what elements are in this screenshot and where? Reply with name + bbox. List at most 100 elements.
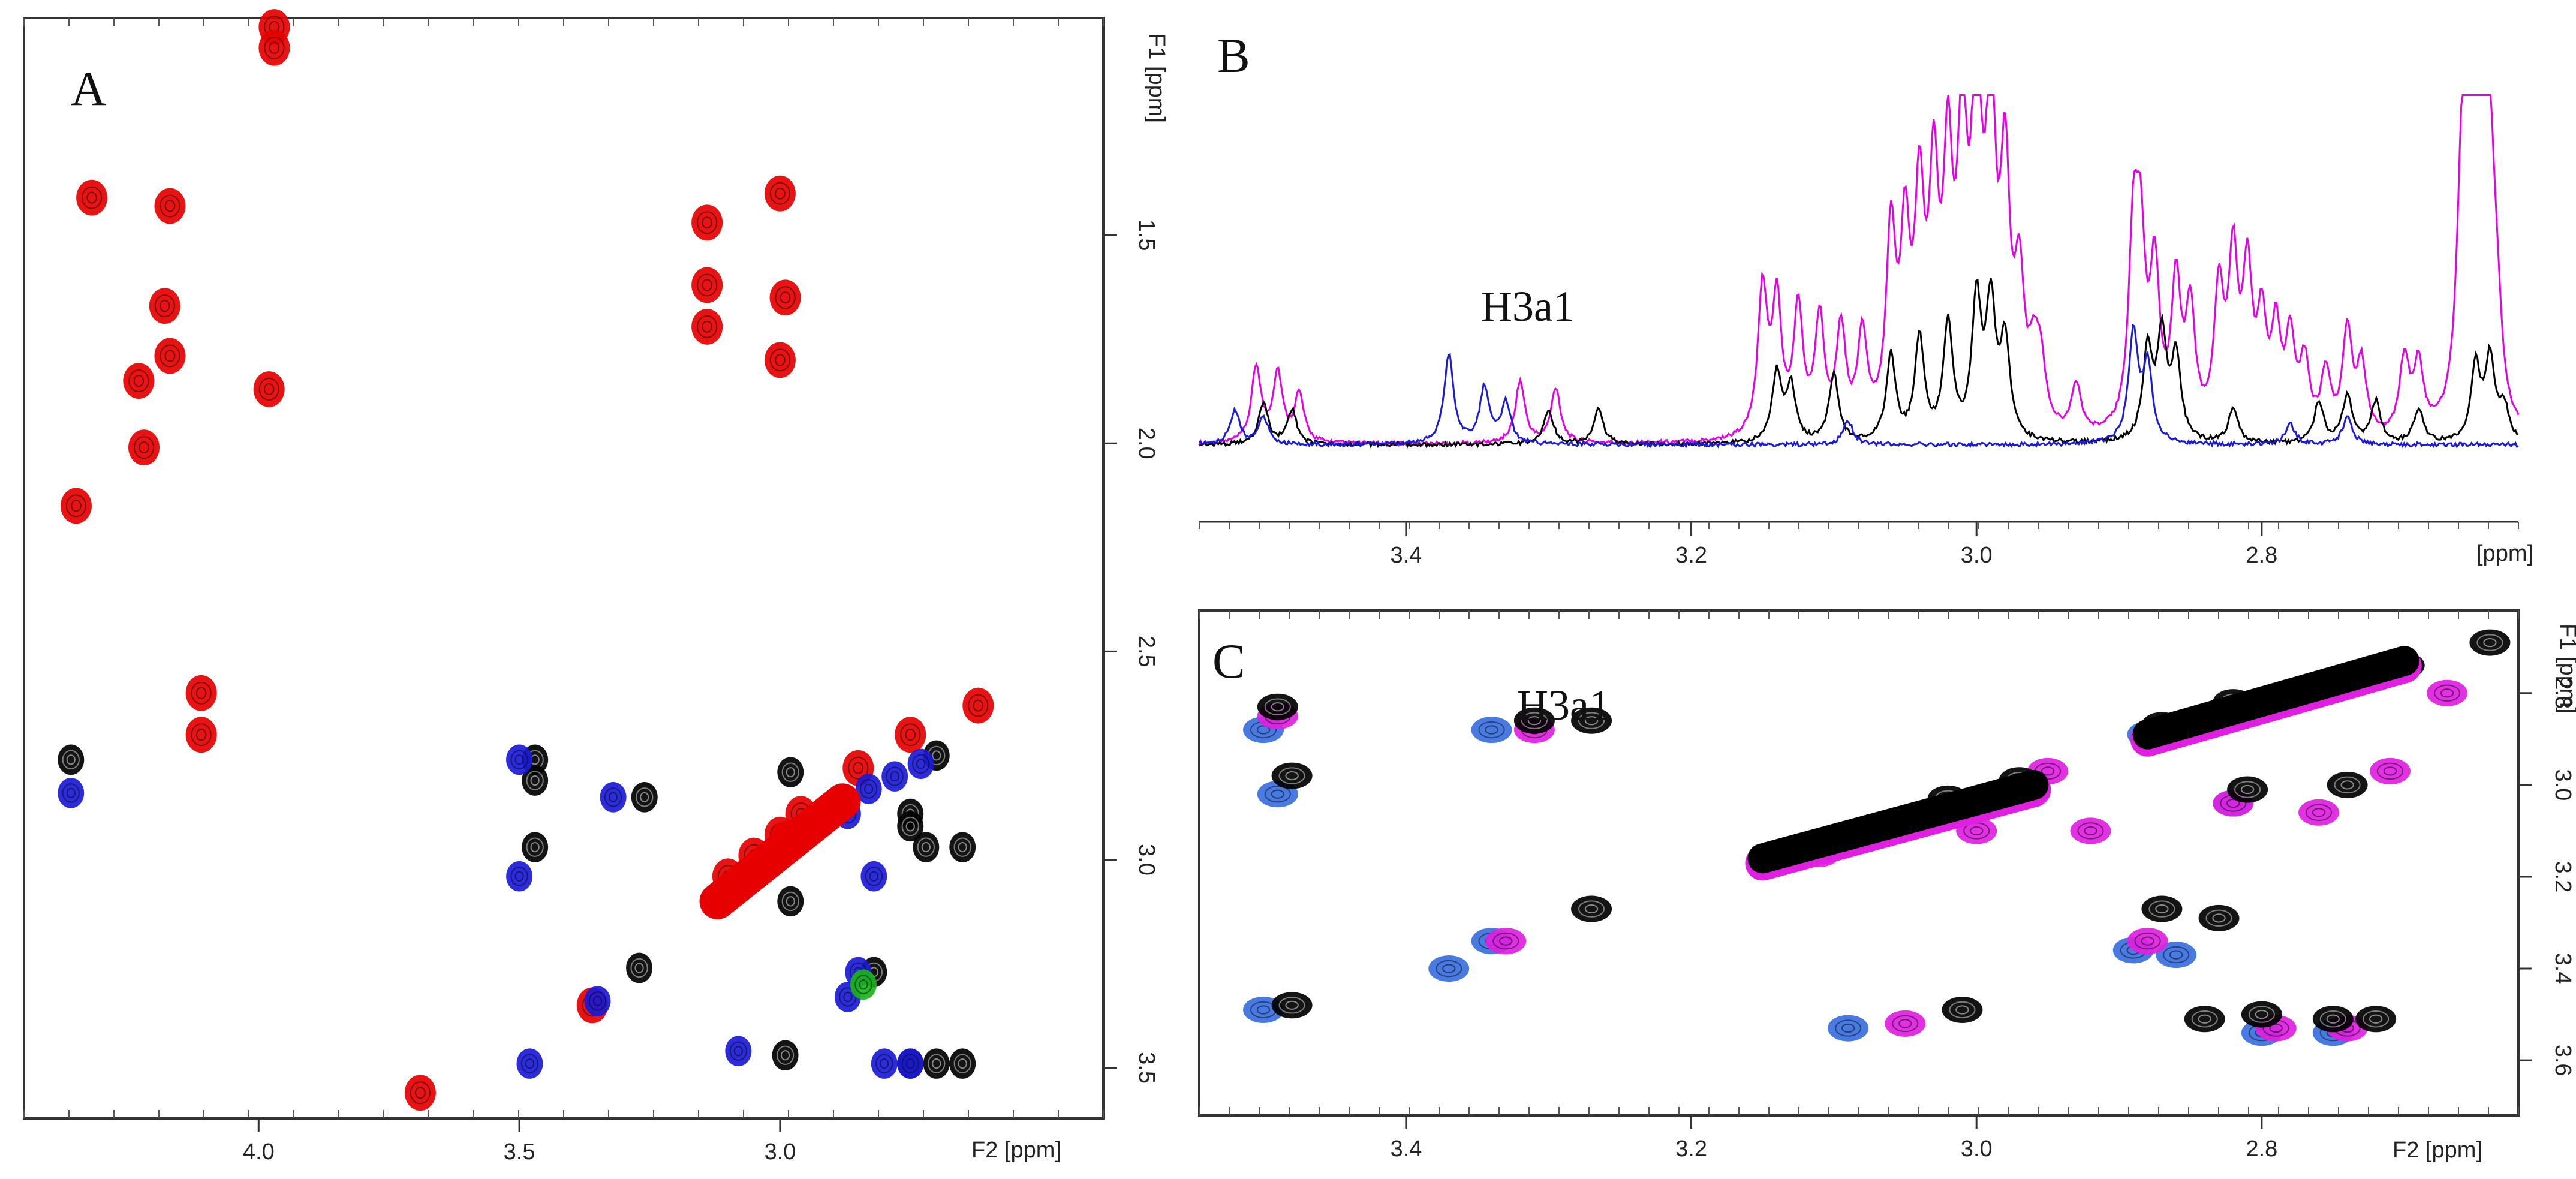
panel-b-label: B <box>1217 28 1250 83</box>
spectrum-black <box>1199 278 2519 449</box>
peak-black <box>913 832 940 862</box>
peak-red <box>404 1075 436 1111</box>
y-tick-label: 2.5 <box>1134 636 1159 667</box>
peak-blue <box>516 1048 543 1079</box>
panel-c-top-ticks <box>1199 610 2519 1115</box>
peak-blue <box>584 986 611 1016</box>
peak-blue <box>907 748 934 780</box>
peak-black <box>949 1048 976 1079</box>
peak-red <box>258 29 290 66</box>
peak-black <box>1571 707 1612 734</box>
panel-c-y-ticks: 2.8 3.0 3.2 3.4 3.6 <box>2518 677 2575 1076</box>
peak-red <box>60 488 92 524</box>
panel-a-y-axis-title: F1 [ppm] <box>1144 33 1169 123</box>
panel-b-annotation: H3a1 <box>1481 282 1575 330</box>
panel-c-y-axis-title: F1 [ppm] <box>2555 624 2576 714</box>
peak-black <box>2141 895 2183 922</box>
peak-black <box>777 757 804 787</box>
panel-c-label: C <box>1212 634 1245 688</box>
peak-blue <box>58 778 85 808</box>
peak-black <box>58 744 85 775</box>
peak-blue <box>881 761 908 792</box>
peak-red <box>76 179 108 216</box>
peak-black <box>626 952 653 983</box>
peak-black <box>2355 1006 2397 1033</box>
y-tick-label: 2.8 <box>2550 677 2575 709</box>
y-tick-label: 3.6 <box>2550 1045 2575 1076</box>
peak-blue <box>1828 1015 1869 1042</box>
peak-magenta <box>1485 928 1527 955</box>
peak-blue <box>897 1048 924 1079</box>
peak-black <box>1257 693 1298 720</box>
panel-a-x-ticks: 4.0 3.5 3.0 <box>243 1118 796 1165</box>
panel-c-annotation: H3a1 <box>1517 681 1611 729</box>
peak-red <box>691 204 723 241</box>
peak-black <box>2241 1001 2282 1028</box>
peak-blue <box>506 744 533 775</box>
peak-red <box>185 717 217 753</box>
peak-black-ridge <box>2132 646 2419 750</box>
peak-black <box>2198 904 2240 931</box>
x-tick-label: 3.2 <box>1675 543 1707 568</box>
panel-a-frame <box>23 17 1105 1120</box>
panel-b-spectra <box>1198 94 2520 449</box>
panel-a-label: A <box>71 61 106 116</box>
y-tick-label: 3.0 <box>2550 769 2575 801</box>
peak-black <box>1513 707 1555 734</box>
peak-red <box>149 288 180 324</box>
peak-black <box>777 886 804 917</box>
peak-red-diagonal <box>699 783 861 919</box>
peak-black <box>1942 996 1983 1023</box>
x-tick-label: 2.8 <box>2246 543 2277 568</box>
panel-c-x-axis-title: F2 [ppm] <box>2393 1138 2482 1163</box>
peak-black <box>2469 629 2511 656</box>
peak-black <box>2312 1006 2354 1033</box>
peak-red <box>769 279 801 316</box>
peak-magenta <box>2127 928 2168 955</box>
panel-a-y-ticks: 1.5 2.0 2.5 3.0 3.5 <box>1103 219 1159 1084</box>
peak-black <box>1271 992 1313 1019</box>
x-tick-label: 4.0 <box>243 1139 275 1165</box>
panel-a: 4.0 3.5 3.0 1.5 2.0 2.5 3.0 3.5 A F2 [ppm] F1 … <box>23 9 1169 1165</box>
peak-red <box>123 363 155 399</box>
panel-b: 3.4 3.2 3.0 2.8 B H3a1 [ppm] <box>1198 28 2533 568</box>
peak-red <box>895 717 926 753</box>
panel-b-x-axis-title: [ppm] <box>2476 541 2533 566</box>
peak-red <box>691 308 723 345</box>
peak-blue <box>855 774 882 804</box>
y-tick-label: 1.5 <box>1134 219 1159 251</box>
panel-a-x-axis-title: F2 [ppm] <box>971 1138 1061 1163</box>
peak-magenta <box>2369 757 2411 784</box>
peak-black <box>522 765 549 796</box>
peak-blue <box>860 861 887 892</box>
x-tick-label: 3.0 <box>764 1139 796 1165</box>
x-tick-label: 3.4 <box>1390 543 1422 568</box>
peak-magenta <box>2070 817 2111 844</box>
peak-red <box>691 267 723 303</box>
y-tick-label: 3.2 <box>2550 861 2575 893</box>
spectrum-blue <box>1199 324 2519 449</box>
peak-black <box>1271 762 1313 789</box>
peak-red <box>962 687 994 724</box>
spectrum-magenta <box>1198 94 2520 447</box>
panel-c-x-ticks: 3.4 3.2 3.0 2.8 <box>1390 1115 2277 1162</box>
peak-red <box>185 675 217 711</box>
peak-blue <box>600 782 627 813</box>
peak-black <box>949 832 976 862</box>
peak-blue <box>1471 717 1512 744</box>
peak-blue <box>2156 942 2197 969</box>
peak-black <box>2327 771 2368 798</box>
x-tick-label: 3.0 <box>1961 1136 1993 1162</box>
peak-black <box>2184 1006 2225 1033</box>
x-tick-label: 3.5 <box>504 1139 535 1165</box>
peak-magenta <box>1885 1010 1926 1037</box>
peak-black <box>522 832 549 862</box>
peak-blue <box>871 1048 898 1079</box>
panel-c: 3.4 3.2 3.0 2.8 2.8 3.0 3.2 3.4 3.6 C H3a1 F2 [… <box>1198 609 2576 1163</box>
panel-c-peaks <box>1243 629 2511 1046</box>
peak-black <box>772 1040 799 1071</box>
panel-a-top-ticks <box>23 18 1104 1118</box>
peak-red <box>128 429 160 466</box>
panel-b-x-ticks: 3.4 3.2 3.0 2.8 <box>1199 522 2519 568</box>
